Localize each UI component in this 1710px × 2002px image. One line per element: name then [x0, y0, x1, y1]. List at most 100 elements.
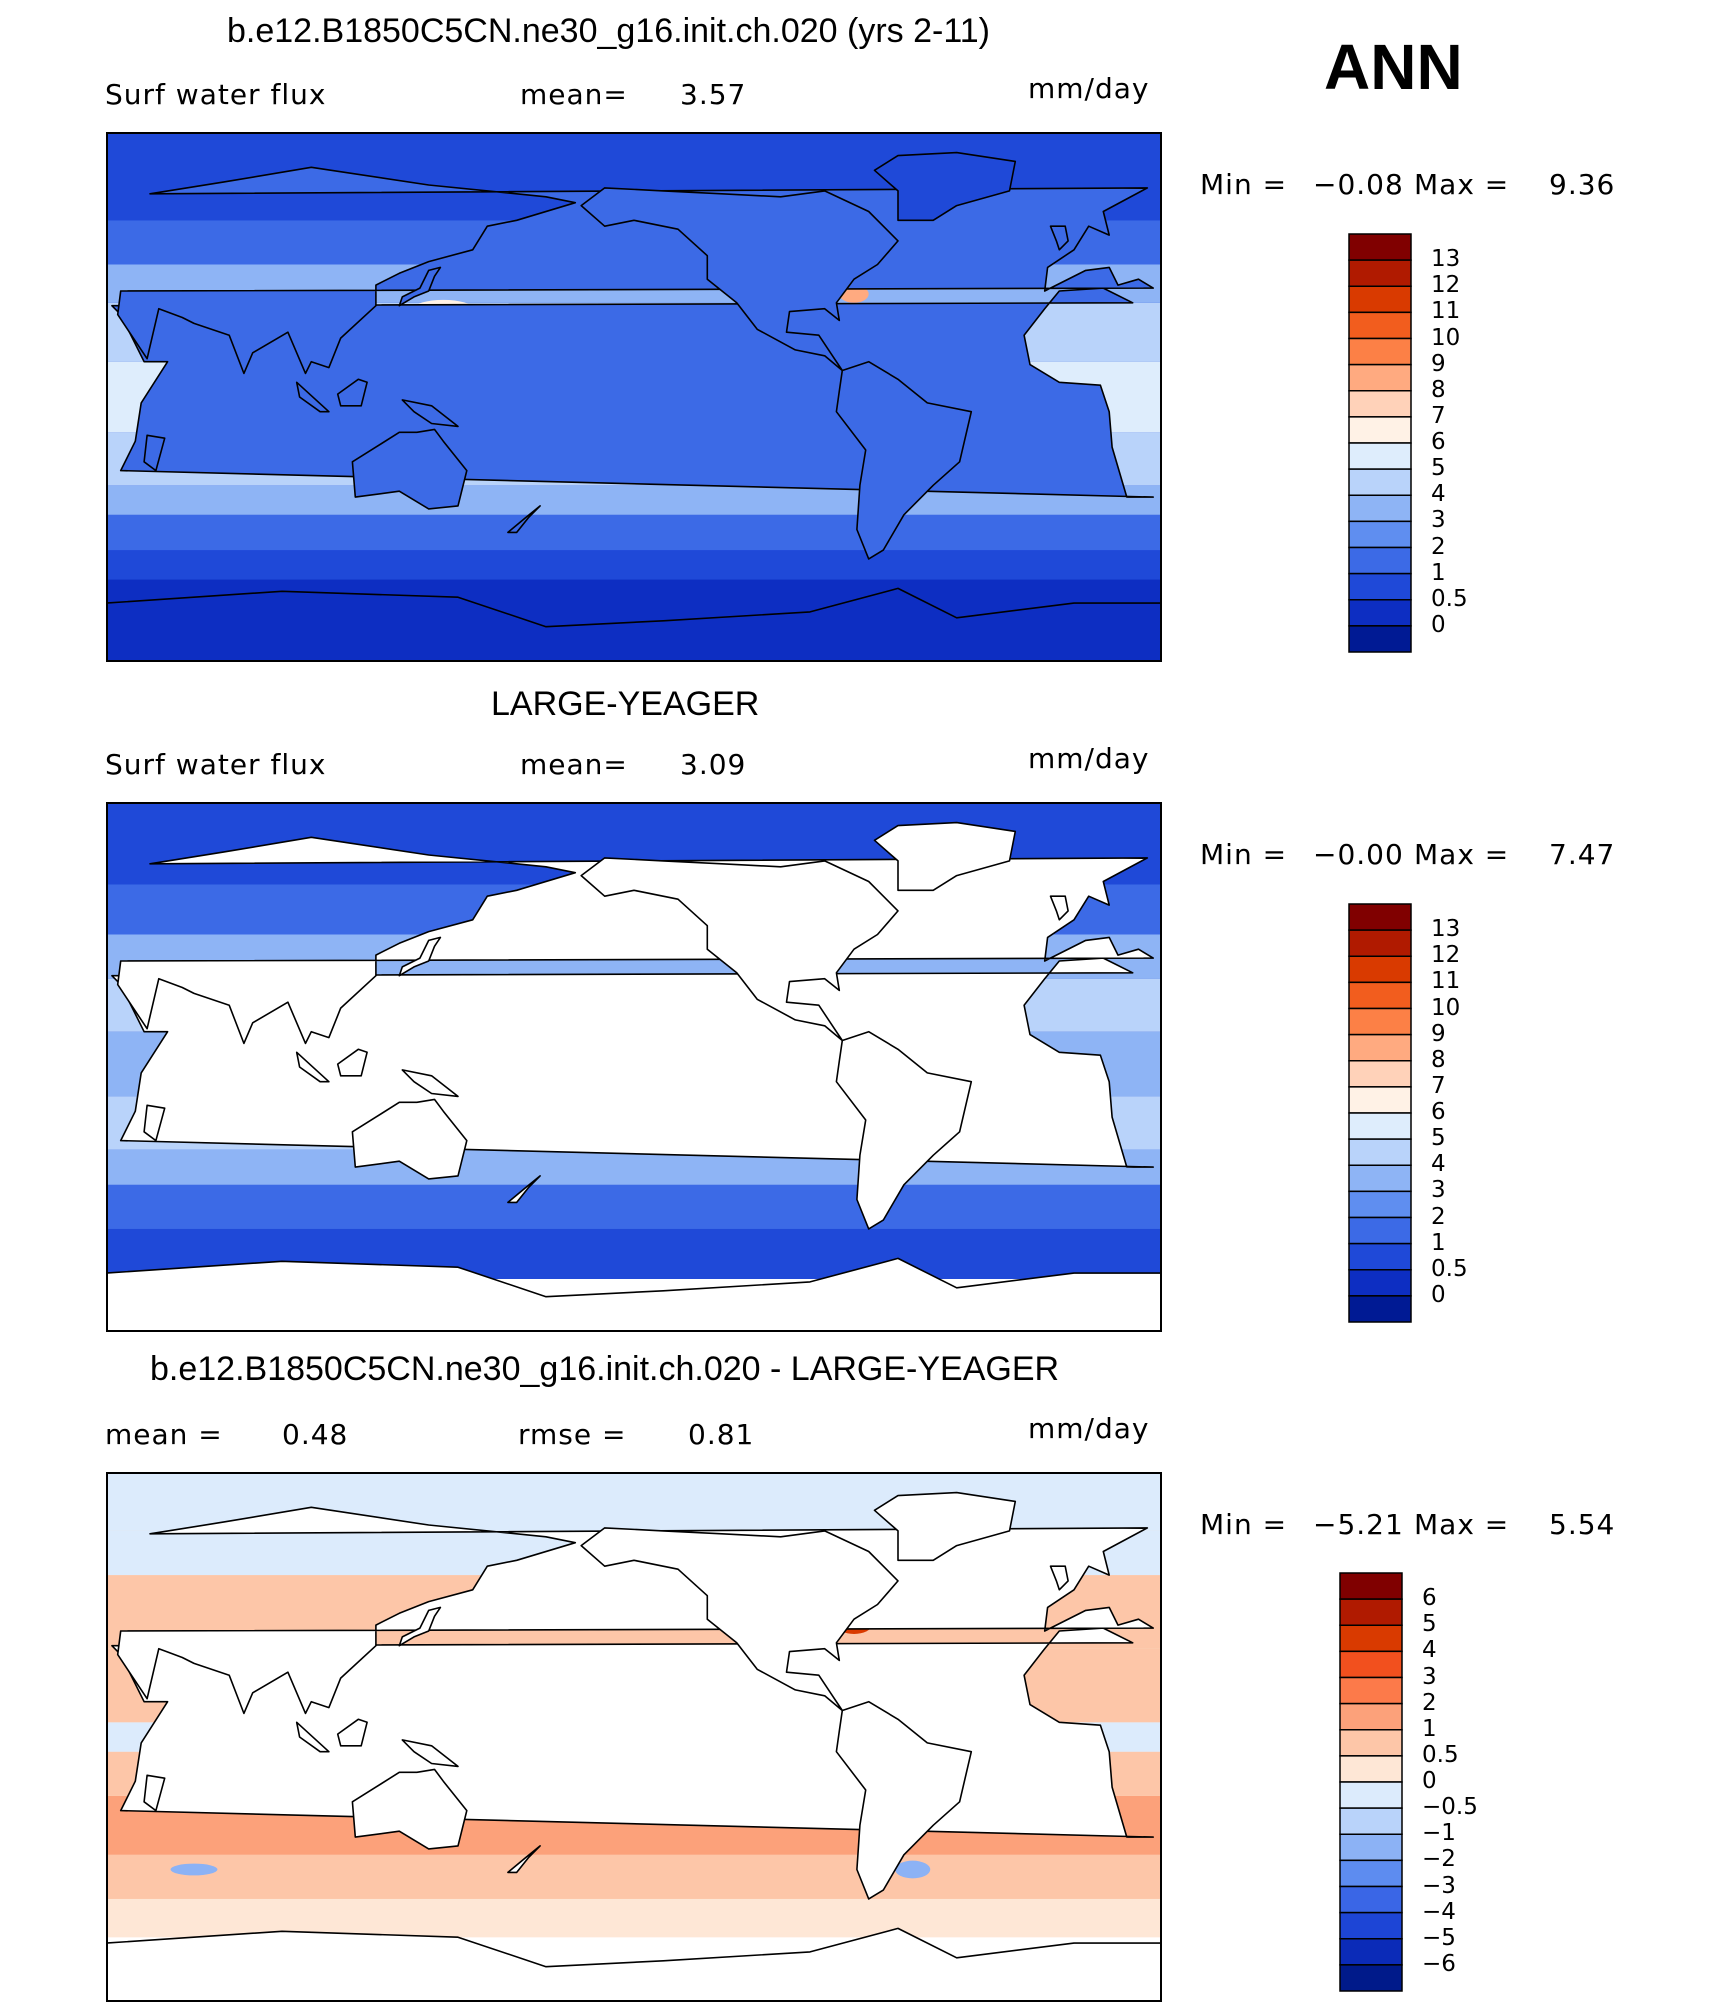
- colorbar-label: −1: [1422, 1820, 1456, 1847]
- colorbar-label: 11: [1431, 968, 1461, 995]
- coastline-samerica: [835, 1030, 973, 1230]
- colorbar-label: 4: [1422, 1637, 1437, 1664]
- coastline-uk: [1049, 895, 1069, 921]
- colorbar-boxes: [1348, 233, 1412, 653]
- variable-label: Surf water flux: [105, 748, 327, 781]
- mean-label: mean =: [105, 1418, 223, 1451]
- panel-title: b.e12.B1850C5CN.ne30_g16.init.ch.020 (yr…: [227, 12, 990, 50]
- field-band: [106, 1184, 1162, 1229]
- min-value: −0.08: [1313, 168, 1404, 201]
- rmse-label: rmse =: [518, 1418, 627, 1451]
- colorbar-box: [1348, 233, 1412, 261]
- colorbar-label: 3: [1431, 1177, 1446, 1204]
- colorbar-box: [1348, 1007, 1412, 1036]
- colorbar-label: 0.5: [1422, 1741, 1459, 1768]
- colorbar-label: −0.5: [1422, 1794, 1478, 1821]
- variable-label: Surf water flux: [105, 78, 327, 111]
- colorbar-box: [1339, 1911, 1403, 1940]
- colorbar-box: [1339, 1755, 1403, 1783]
- map-frame: [106, 132, 1162, 662]
- colorbar-label: 9: [1431, 350, 1446, 377]
- colorbar-box: [1339, 1572, 1403, 1600]
- colorbar-label: 13: [1431, 916, 1461, 943]
- mean-value: 0.48: [282, 1418, 349, 1451]
- colorbar-box: [1348, 929, 1412, 957]
- colorbar-label: 5: [1431, 455, 1446, 482]
- colorbar-boxes: [1339, 1572, 1403, 1992]
- coastline-sumatra: [295, 1051, 330, 1083]
- coastline-sumatra: [295, 1721, 330, 1753]
- min-label: Min =: [1200, 168, 1288, 201]
- field-contour: [895, 1860, 931, 1879]
- colorbar-box: [1348, 903, 1412, 931]
- coastline-samerica: [835, 1700, 973, 1900]
- colorbar-label: 4: [1431, 1151, 1446, 1178]
- coastline-uk: [1049, 225, 1069, 251]
- coastline-japan: [398, 936, 442, 977]
- panel-title: LARGE-YEAGER: [491, 685, 760, 723]
- field-band: [106, 550, 1162, 580]
- colorbar-box: [1348, 337, 1412, 366]
- min-value: −5.21: [1313, 1508, 1404, 1541]
- colorbar-label: 10: [1431, 324, 1461, 351]
- colorbar-box: [1348, 955, 1412, 984]
- colorbar-box: [1348, 981, 1412, 1010]
- coastline-greenland: [873, 821, 1017, 892]
- min-value: −0.00: [1313, 838, 1404, 871]
- colorbar-box: [1348, 390, 1412, 418]
- colorbar-box: [1348, 1112, 1412, 1140]
- colorbar-box: [1348, 599, 1412, 627]
- max-value: 9.36: [1549, 168, 1616, 201]
- colorbar-label: 8: [1431, 376, 1446, 403]
- field-band: [106, 1898, 1162, 1938]
- colorbar-label: 6: [1431, 1099, 1446, 1125]
- colorbar-label: 6: [1422, 1585, 1437, 1612]
- field-band: [106, 1854, 1162, 1899]
- coastline-nz: [507, 1845, 541, 1874]
- colorbar-label: 2: [1431, 533, 1446, 560]
- rmse-value: 0.81: [688, 1418, 755, 1451]
- map-model: [106, 132, 1162, 662]
- coastline-greenland: [873, 151, 1017, 222]
- colorbar-box: [1339, 1859, 1403, 1888]
- colorbar-label: 7: [1431, 402, 1446, 429]
- colorbar-box: [1348, 416, 1412, 444]
- colorbar-label: 1: [1431, 1229, 1446, 1256]
- colorbar-box: [1348, 1060, 1412, 1088]
- field-contour: [170, 1863, 218, 1876]
- colorbar-label: 1: [1431, 559, 1446, 586]
- coastline-antarc: [106, 587, 1162, 662]
- coastline-borneo: [336, 378, 368, 407]
- map-diff: [106, 1472, 1162, 2002]
- colorbar-label: 6: [1431, 429, 1446, 455]
- colorbar-label: −5: [1422, 1924, 1456, 1951]
- units-label: mm/day: [1028, 1412, 1150, 1445]
- coastline-greenland: [873, 1491, 1017, 1562]
- colorbar-label: −6: [1422, 1950, 1456, 1977]
- coastline-nz: [507, 505, 541, 534]
- min-label: Min =: [1200, 838, 1288, 871]
- colorbar-box: [1339, 1885, 1403, 1914]
- colorbar-label: 0: [1431, 1281, 1446, 1308]
- coastline-japan: [398, 1606, 442, 1647]
- units-label: mm/day: [1028, 72, 1150, 105]
- colorbar-box: [1348, 572, 1412, 601]
- colorbar-box: [1339, 1598, 1403, 1626]
- colorbar-label: 4: [1431, 481, 1446, 508]
- colorbar-box: [1348, 442, 1412, 470]
- min-label: Min =: [1200, 1508, 1288, 1541]
- field-band: [106, 514, 1162, 551]
- colorbar-box: [1348, 1216, 1412, 1245]
- colorbar-label: −3: [1422, 1872, 1456, 1899]
- colorbar-box: [1348, 1242, 1412, 1271]
- colorbar-box: [1339, 1650, 1403, 1679]
- coastline-australia: [351, 1768, 468, 1850]
- colorbar-box: [1348, 1190, 1412, 1219]
- colorbar-box: [1348, 311, 1412, 340]
- coastline-antarc: [106, 1257, 1162, 1332]
- colorbar-box: [1348, 1295, 1412, 1323]
- colorbar-box: [1348, 1138, 1412, 1166]
- mean-value: 3.09: [680, 748, 747, 781]
- max-label: Max =: [1414, 1508, 1510, 1541]
- colorbar-label: 7: [1431, 1072, 1446, 1099]
